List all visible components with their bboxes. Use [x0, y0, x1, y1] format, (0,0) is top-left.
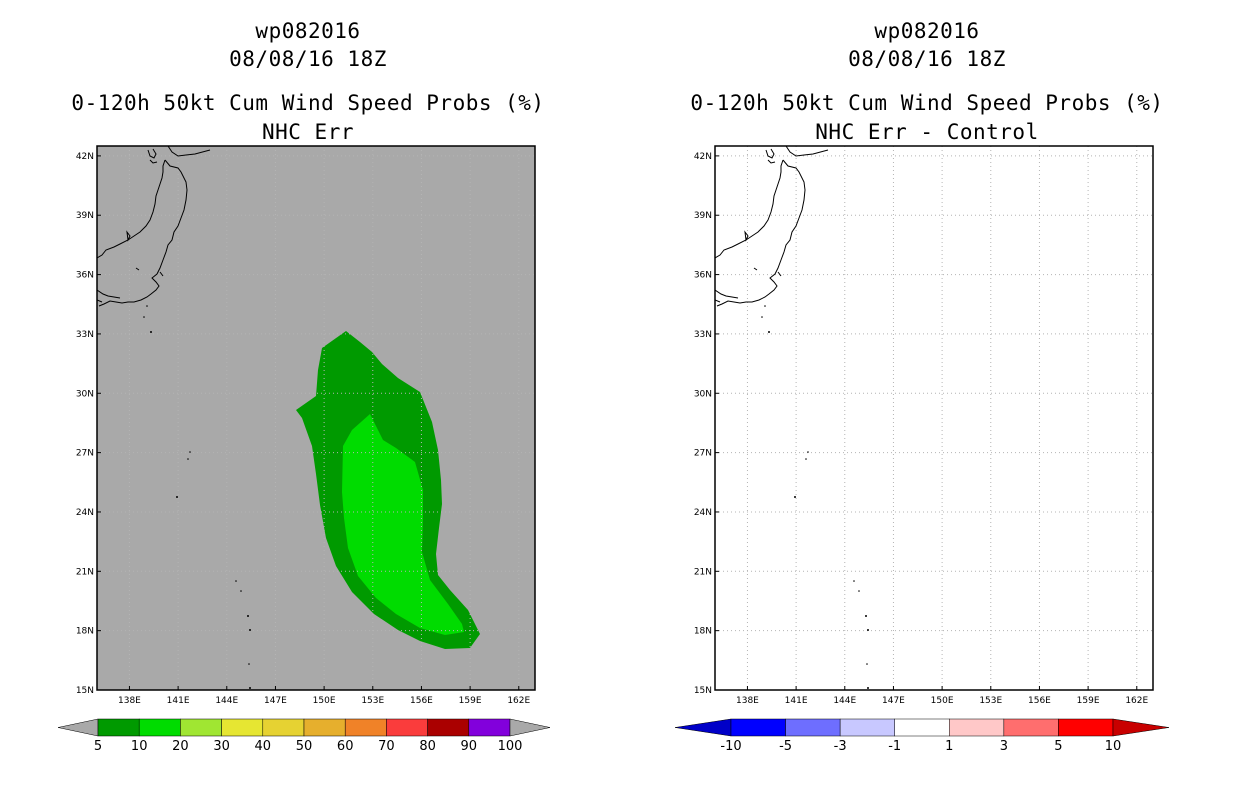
- colorbar-swatch: [1003, 718, 1059, 737]
- colorbar-swatch: [386, 718, 428, 737]
- lat-tick-label: 39N: [76, 211, 94, 221]
- lat-tick-label: 42N: [76, 152, 94, 162]
- lat-tick-label: 42N: [694, 152, 712, 162]
- colorbar-swatch: [427, 718, 470, 737]
- colorbar-label: 100: [498, 739, 523, 754]
- lon-tick-label: 150E: [313, 696, 336, 706]
- left-subtitle: NHC Err: [261, 120, 354, 144]
- lon-tick-label: 156E: [410, 696, 433, 706]
- lon-tick-label: 144E: [833, 696, 856, 706]
- colorbar-swatch: [97, 718, 140, 737]
- colorbar-label: 40: [255, 739, 272, 754]
- colorbar-swatch: [949, 718, 1005, 737]
- right-datetime: 08/08/16 18Z: [848, 47, 1006, 71]
- lon-tick-label: 141E: [167, 696, 190, 706]
- colorbar-label: 10: [131, 739, 148, 754]
- right-map-frame: [714, 145, 1154, 691]
- colorbar-swatch: [221, 718, 264, 737]
- colorbar-swatch: [1058, 718, 1114, 737]
- lat-tick-label: 30N: [76, 389, 94, 399]
- left-contour-10-20: [342, 414, 464, 635]
- lon-tick-label: 153E: [979, 696, 1002, 706]
- lat-tick-label: 21N: [76, 567, 94, 577]
- colorbar-label: 90: [461, 739, 478, 754]
- colorbar-label: 60: [337, 739, 354, 754]
- lon-tick-label: 147E: [264, 696, 287, 706]
- lat-tick-label: 18N: [694, 627, 712, 637]
- colorbar-label: -1: [888, 739, 901, 754]
- left-product-title: 0-120h 50kt Cum Wind Speed Probs (%): [71, 91, 545, 115]
- colorbar-over-triangle: [1112, 718, 1170, 737]
- colorbar-label: 3: [1000, 739, 1008, 754]
- colorbar-label: 20: [172, 739, 189, 754]
- colorbar-swatch: [262, 718, 305, 737]
- right-map-background: [715, 146, 1153, 690]
- lon-tick-label: 141E: [785, 696, 808, 706]
- right-product-title: 0-120h 50kt Cum Wind Speed Probs (%): [690, 91, 1164, 115]
- colorbar-label: -5: [779, 739, 792, 754]
- right-grid: [715, 146, 1153, 690]
- lat-tick-label: 18N: [76, 627, 94, 637]
- colorbar-label: -10: [720, 739, 741, 754]
- right-storm-id: wp082016: [874, 19, 980, 43]
- lat-tick-label: 15N: [76, 686, 94, 696]
- colorbar-swatch: [303, 718, 346, 737]
- colorbar-label: 50: [296, 739, 313, 754]
- colorbar-label: 1: [945, 739, 953, 754]
- left-storm-id: wp082016: [255, 19, 361, 43]
- lat-tick-label: 27N: [76, 449, 94, 459]
- colorbar-under-triangle: [57, 718, 99, 737]
- lon-tick-label: 153E: [361, 696, 384, 706]
- lon-tick-label: 150E: [931, 696, 954, 706]
- right-colorbar: -10 -5 -3 -1 1 3 5 10: [674, 718, 1170, 754]
- lon-tick-label: 147E: [882, 696, 905, 706]
- lat-tick-label: 33N: [76, 330, 94, 340]
- colorbar-over-triangle: [509, 718, 551, 737]
- lon-tick-label: 159E: [459, 696, 482, 706]
- left-axis-ticks: 138E 141E 144E 147E 150E 153E 156E 159E 162E 42N 3…: [76, 152, 531, 706]
- lat-tick-label: 30N: [694, 389, 712, 399]
- colorbar-swatch: [839, 718, 895, 737]
- right-subtitle: NHC Err - Control: [815, 120, 1039, 144]
- right-axis-ticks: 138E 141E 144E 147E 150E 153E 156E 159E 162E 42N 3…: [694, 152, 1149, 706]
- colorbar-label: 5: [1054, 739, 1062, 754]
- lon-tick-label: 144E: [215, 696, 238, 706]
- lon-tick-label: 159E: [1077, 696, 1100, 706]
- lon-tick-label: 162E: [507, 696, 530, 706]
- colorbar-label: 30: [213, 739, 230, 754]
- lat-tick-label: 33N: [694, 330, 712, 340]
- lat-tick-label: 24N: [694, 508, 712, 518]
- colorbar-label: 70: [378, 739, 395, 754]
- lon-tick-label: 138E: [118, 696, 141, 706]
- lat-tick-label: 39N: [694, 211, 712, 221]
- left-map-frame: [96, 145, 536, 691]
- colorbar-label: 80: [419, 739, 436, 754]
- colorbar-under-triangle: [674, 718, 732, 737]
- colorbar-label: 5: [94, 739, 102, 754]
- left-map-panel: 138E 141E 144E 147E 150E 153E 156E 159E 162E 42N 3…: [57, 145, 551, 754]
- colorbar-swatch: [180, 718, 222, 737]
- colorbar-swatch: [468, 718, 511, 737]
- colorbar-label: -3: [834, 739, 847, 754]
- left-datetime: 08/08/16 18Z: [229, 47, 387, 71]
- lat-tick-label: 21N: [694, 567, 712, 577]
- colorbar-label: 10: [1105, 739, 1122, 754]
- colorbar-swatch: [894, 718, 950, 737]
- colorbar-swatch: [138, 718, 181, 737]
- lon-tick-label: 138E: [736, 696, 759, 706]
- colorbar-swatch: [344, 718, 387, 737]
- lat-tick-label: 27N: [694, 449, 712, 459]
- lat-tick-label: 36N: [76, 271, 94, 281]
- colorbar-swatch: [785, 718, 841, 737]
- lat-tick-label: 15N: [694, 686, 712, 696]
- left-colorbar: 5 10 20 30 40 50 60 70 80 90 100: [57, 718, 551, 754]
- lat-tick-label: 24N: [76, 508, 94, 518]
- lon-tick-label: 156E: [1028, 696, 1051, 706]
- lat-tick-label: 36N: [694, 271, 712, 281]
- right-map-panel: 138E 141E 144E 147E 150E 153E 156E 159E 162E 42N 3…: [674, 145, 1170, 754]
- left-grid: [97, 146, 535, 690]
- colorbar-swatch: [730, 718, 786, 737]
- lon-tick-label: 162E: [1125, 696, 1148, 706]
